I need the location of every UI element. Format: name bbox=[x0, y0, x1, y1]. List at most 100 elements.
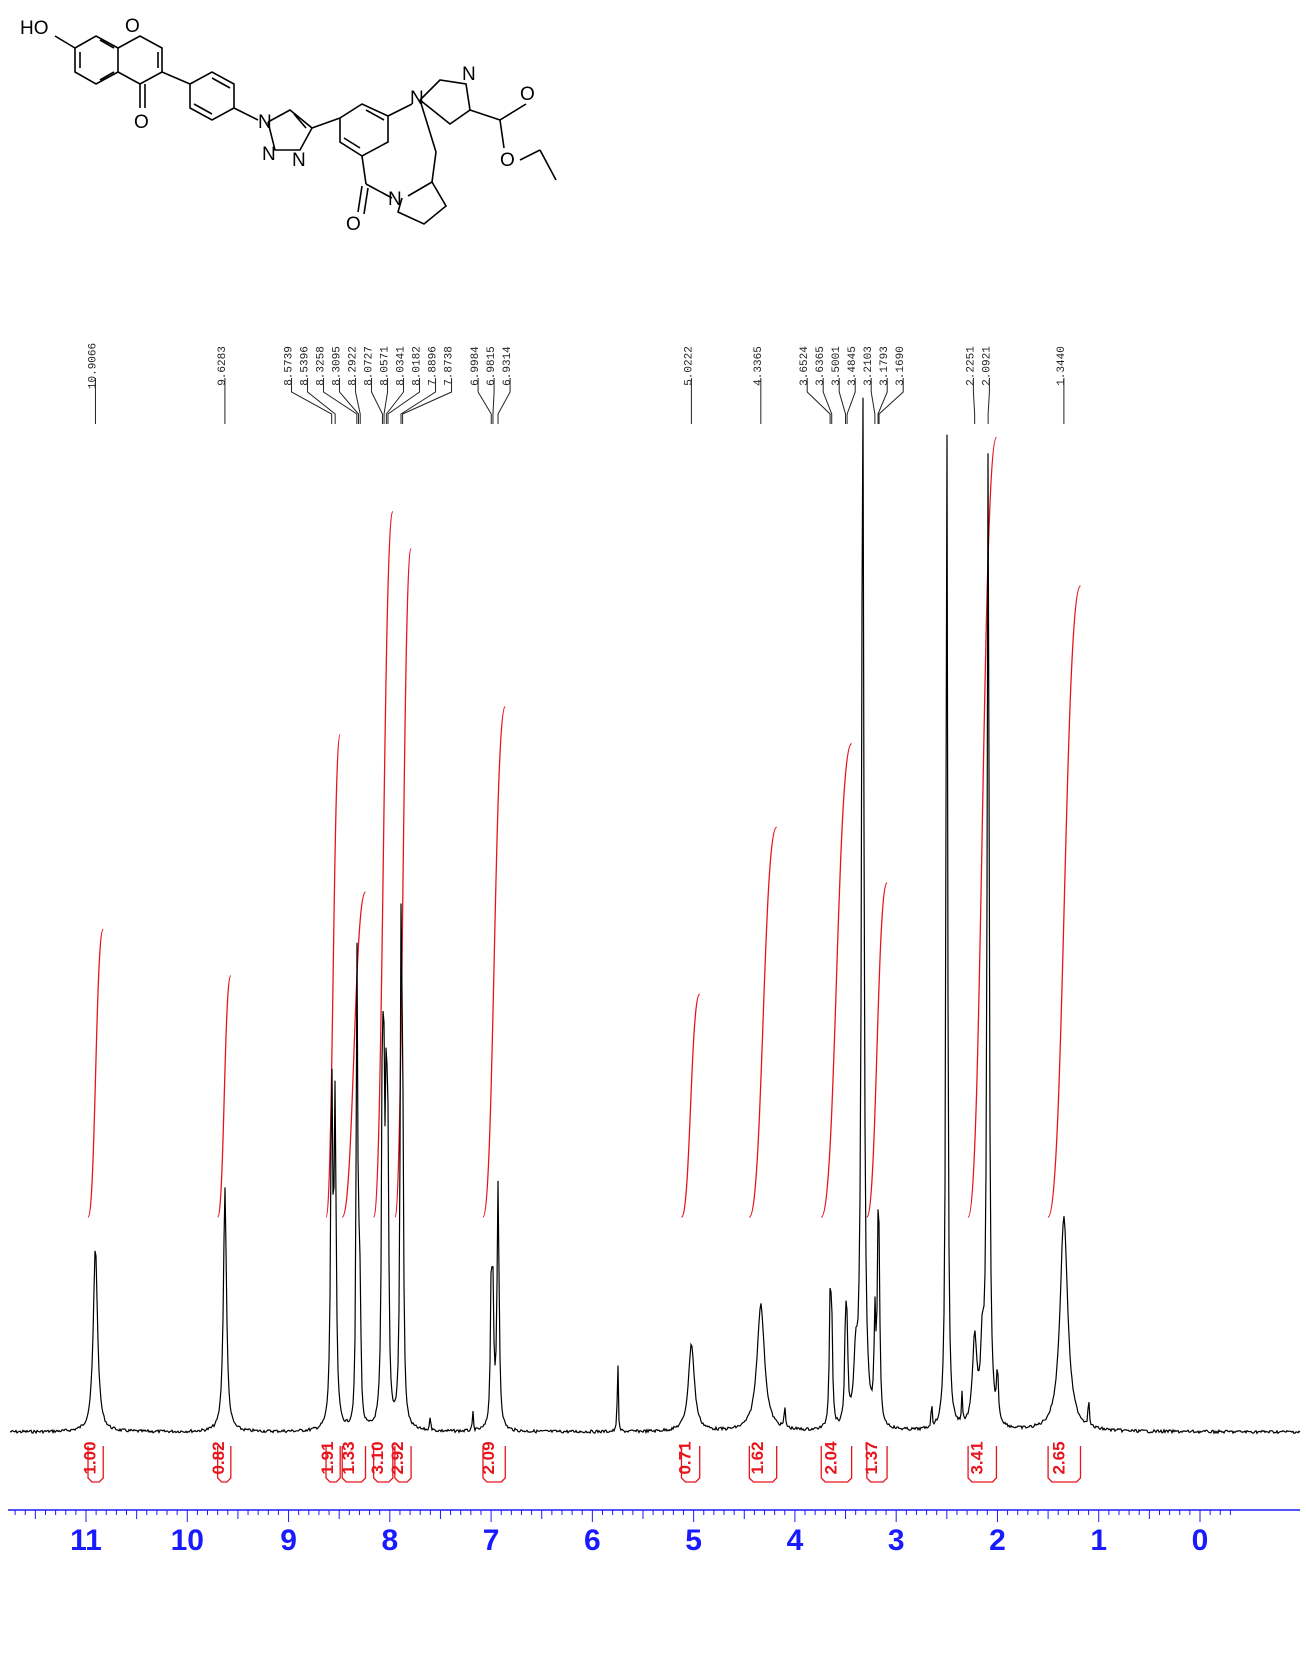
atom-label: HO bbox=[20, 18, 49, 39]
spectrum-layer bbox=[9, 397, 1301, 1435]
x-tick-label: 3 bbox=[888, 1524, 905, 1557]
peak-label: 8.5396 bbox=[300, 346, 312, 386]
peak-label: 8.5739 bbox=[284, 346, 296, 386]
integral-bracket bbox=[341, 1446, 367, 1483]
integral-curve bbox=[217, 975, 232, 1218]
integral-marker: 0.71 bbox=[676, 1441, 701, 1483]
x-tick-label: 4 bbox=[787, 1524, 804, 1557]
peak-label-connector bbox=[371, 378, 383, 424]
x-tick-label: 1 bbox=[1090, 1524, 1107, 1557]
atom-label: O bbox=[125, 16, 140, 37]
integral-value: 1.62 bbox=[748, 1441, 767, 1474]
integral-marker: 1.62 bbox=[748, 1441, 778, 1483]
peak-label: 6.9984 bbox=[470, 346, 482, 386]
peak-label-connector bbox=[878, 378, 904, 424]
atom-label: O bbox=[500, 150, 515, 171]
integral-value: 2.04 bbox=[821, 1441, 840, 1475]
peak-label-connector bbox=[339, 378, 359, 424]
atom-label: N bbox=[462, 64, 476, 85]
integral-curve bbox=[820, 743, 853, 1218]
peak-label-connector bbox=[822, 378, 833, 424]
x-tick-label: 6 bbox=[584, 1524, 601, 1557]
integral-bracket bbox=[394, 1446, 412, 1483]
peak-label: 3.5001 bbox=[831, 346, 843, 386]
peak-label: 8.0727 bbox=[364, 346, 376, 386]
peak-label-connector bbox=[497, 378, 511, 424]
x-tick-label: 7 bbox=[483, 1524, 500, 1557]
x-tick-label: 9 bbox=[280, 1524, 297, 1557]
integral-marker: 2.09 bbox=[479, 1441, 506, 1483]
peak-label-connector bbox=[846, 378, 856, 424]
integral-boxes: 1.00 0.82 1.91 1.33 3.10 2.92 2.09 0.71 1.62 2.04… bbox=[81, 1441, 1082, 1483]
integral-bracket bbox=[372, 1446, 394, 1483]
integral-curve bbox=[482, 705, 506, 1218]
spectrum-trace bbox=[9, 397, 1301, 1435]
peak-label-connector bbox=[400, 378, 437, 424]
peak-label: 8.3095 bbox=[332, 346, 344, 386]
peak-label-connector bbox=[877, 378, 888, 424]
peak-label: 3.6524 bbox=[799, 346, 811, 386]
atom-label: O bbox=[346, 214, 361, 235]
atom-label: N bbox=[262, 144, 276, 165]
integral-curve bbox=[87, 928, 104, 1218]
integral-marker: 2.65 bbox=[1047, 1441, 1082, 1483]
integral-bracket bbox=[680, 1446, 701, 1483]
integral-marker: 3.41 bbox=[967, 1441, 998, 1483]
integral-bracket bbox=[217, 1446, 232, 1483]
integral-bracket bbox=[866, 1446, 888, 1483]
x-tick-label: 10 bbox=[171, 1524, 204, 1557]
peak-label-connector bbox=[870, 378, 876, 424]
integral-marker: 1.00 bbox=[81, 1441, 104, 1483]
integral-value: 1.00 bbox=[81, 1441, 100, 1474]
integral-marker: 2.92 bbox=[388, 1441, 412, 1483]
integral-marker: 1.33 bbox=[339, 1441, 367, 1483]
integral-bracket bbox=[1047, 1446, 1082, 1483]
integral-value: 0.82 bbox=[209, 1441, 228, 1474]
integral-marker: 1.91 bbox=[318, 1441, 341, 1483]
integral-value: 0.71 bbox=[676, 1441, 695, 1474]
peak-label-connectors bbox=[94, 378, 1065, 424]
peak-label-connector bbox=[383, 378, 389, 424]
peak-label-connector bbox=[492, 378, 495, 424]
peak-label-connector bbox=[385, 378, 405, 424]
atom-label: N bbox=[410, 88, 424, 109]
integral-bracket bbox=[325, 1446, 341, 1483]
peak-label: 3.1793 bbox=[879, 346, 891, 386]
integral-marker: 1.37 bbox=[862, 1441, 888, 1483]
peak-label-connector bbox=[387, 378, 421, 424]
peak-label-connector bbox=[307, 378, 336, 424]
peak-label-connector bbox=[402, 378, 453, 424]
peak-label-connector bbox=[323, 378, 358, 424]
peak-label-connector bbox=[291, 378, 333, 424]
integral-curve bbox=[680, 993, 701, 1218]
peak-label: 6.9815 bbox=[486, 346, 498, 386]
peak-label: 1.3440 bbox=[1056, 346, 1068, 386]
peak-label-connector bbox=[838, 378, 847, 424]
peak-label: 8.0571 bbox=[380, 346, 392, 386]
integral-curve bbox=[866, 882, 888, 1218]
x-axis: 11 10 9 8 7 6 5 4 3 2 1 0 bbox=[8, 1509, 1300, 1557]
integral-bracket bbox=[820, 1446, 853, 1483]
integral-marker: 2.04 bbox=[820, 1441, 853, 1483]
integral-bracket bbox=[87, 1446, 104, 1483]
molecule-structure bbox=[54, 35, 557, 225]
peak-label: 4.3365 bbox=[753, 346, 765, 386]
peak-label: 10.9066 bbox=[87, 343, 99, 389]
peak-label-connector bbox=[987, 378, 990, 424]
integral-bracket bbox=[482, 1446, 506, 1483]
peak-label: 8.0341 bbox=[396, 346, 408, 386]
integral-value: 3.41 bbox=[967, 1441, 986, 1474]
peak-label: 3.4845 bbox=[847, 346, 859, 386]
x-tick-label: 8 bbox=[381, 1524, 398, 1557]
peak-label: 7.8738 bbox=[444, 346, 456, 386]
atom-label: N bbox=[388, 189, 402, 210]
integral-bracket bbox=[967, 1446, 998, 1483]
peak-label: 7.8896 bbox=[428, 346, 440, 386]
atom-label: O bbox=[134, 112, 149, 133]
integral-value: 2.65 bbox=[1049, 1441, 1068, 1474]
integral-value: 2.92 bbox=[388, 1441, 407, 1474]
peak-label: 3.6365 bbox=[815, 346, 827, 386]
integral-value: 1.33 bbox=[339, 1441, 358, 1474]
peak-label: 8.0182 bbox=[412, 346, 424, 386]
